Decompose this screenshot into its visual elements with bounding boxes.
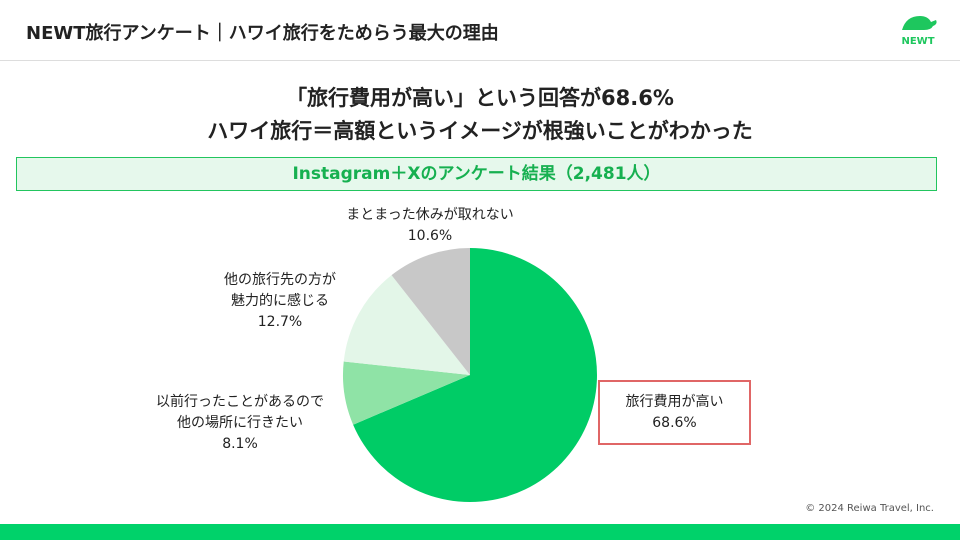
pie-slice-2 (343, 275, 470, 375)
slice-label: 魅力的に感じる (231, 293, 329, 309)
slice-label: 旅行費用が高い (625, 394, 724, 410)
slice-value: 68.6% (652, 415, 697, 431)
headline-line2: ハワイ旅行＝高額というイメージが根強いことがわかった (207, 119, 753, 143)
pie-slice-0 (353, 248, 597, 503)
logo-text: NEWT (901, 36, 935, 47)
footer-band (0, 524, 960, 540)
label-slice-3: まとまった休みが取れない 10.6% (300, 205, 560, 247)
headline-line1: 「旅行費用が高い」という回答が68.6% (286, 86, 674, 110)
pie-slice-3 (391, 248, 470, 375)
slice-label: 以前行ったことがあるので (156, 394, 324, 410)
header-divider (0, 60, 960, 61)
survey-banner: Instagram＋Xのアンケート結果（2,481人） (16, 157, 937, 191)
copyright: © 2024 Reiwa Travel, Inc. (805, 503, 934, 514)
slice-label: 他の旅行先の方が (224, 272, 336, 288)
page-header-title: NEWT旅行アンケート｜ハワイ旅行をためらう最大の理由 (26, 23, 499, 44)
slice-value: 12.7% (257, 314, 303, 330)
headline: 「旅行費用が高い」という回答が68.6% ハワイ旅行＝高額というイメージが根強い… (0, 82, 960, 148)
turtle-icon (902, 16, 937, 30)
slice-label: 他の場所に行きたい (177, 415, 303, 431)
slice-value: 8.1% (222, 436, 258, 452)
label-slice-2: 他の旅行先の方が 魅力的に感じる 12.7% (180, 270, 380, 333)
slice-label: まとまった休みが取れない (346, 207, 514, 223)
slice-value: 10.6% (407, 228, 453, 244)
newt-logo: NEWT (896, 12, 940, 47)
label-slice-0: 旅行費用が高い 68.6% (598, 392, 751, 434)
label-slice-1: 以前行ったことがあるので 他の場所に行きたい 8.1% (120, 392, 360, 455)
pie-slice-1 (342, 361, 470, 425)
highlight-box (598, 380, 751, 445)
